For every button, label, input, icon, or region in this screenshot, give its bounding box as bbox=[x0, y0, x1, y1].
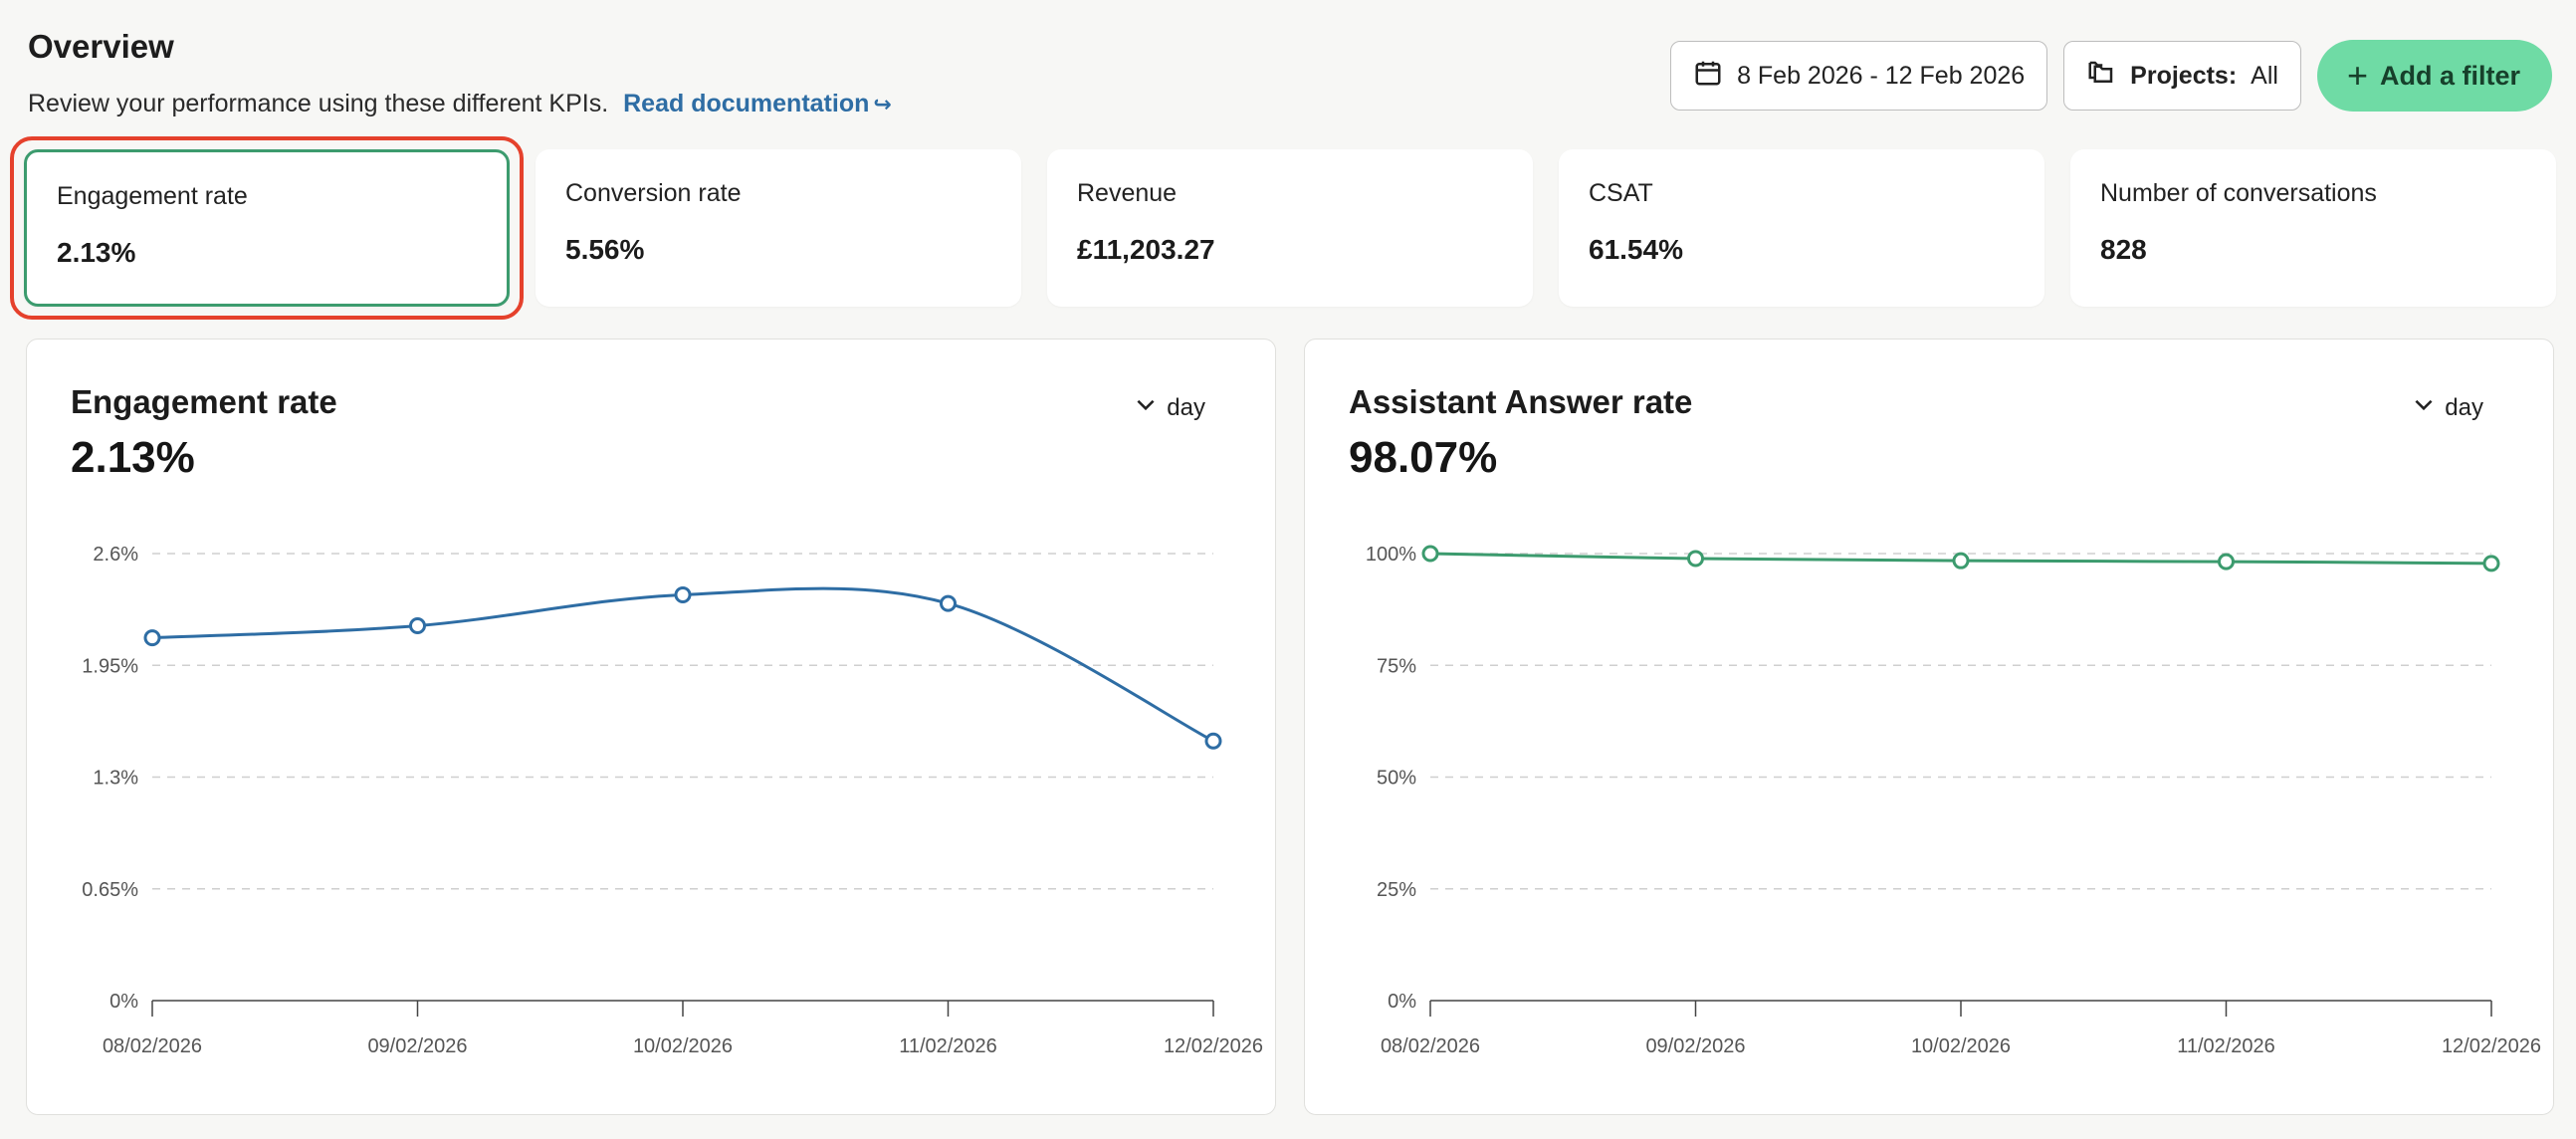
kpi-value: 61.54% bbox=[1589, 234, 1683, 265]
kpi-value: £11,203.27 bbox=[1077, 234, 1215, 265]
data-point[interactable] bbox=[143, 629, 161, 647]
x-tick-label: 08/02/2026 bbox=[1381, 1035, 1480, 1057]
y-tick-label: 2.6% bbox=[93, 544, 138, 566]
toolbar: 8 Feb 2026 - 12 Feb 2026 Projects: All +… bbox=[1670, 40, 2552, 112]
plus-icon: + bbox=[2346, 55, 2368, 96]
y-tick-label: 0% bbox=[109, 991, 138, 1013]
x-tick-label: 12/02/2026 bbox=[2442, 1035, 2541, 1057]
data-point[interactable] bbox=[1204, 732, 1222, 750]
folders-icon bbox=[2086, 58, 2116, 95]
kpi-label: CSAT bbox=[1589, 179, 1653, 207]
data-point[interactable] bbox=[674, 585, 692, 603]
granularity-label: day bbox=[1167, 393, 1205, 421]
assistant-answer-rate-chart: 0% 25% 50% 75% 100% 08/02/2026 09/02/2026 10/02… bbox=[1366, 544, 2541, 1057]
data-point[interactable] bbox=[940, 594, 957, 612]
x-tick-label: 10/02/2026 bbox=[633, 1035, 733, 1057]
projects-value: All bbox=[2251, 61, 2278, 90]
panel-value: 2.13% bbox=[71, 433, 195, 482]
y-tick-label: 100% bbox=[1366, 544, 1416, 566]
y-tick-label: 0% bbox=[1388, 991, 1416, 1013]
y-tick-label: 1.3% bbox=[93, 768, 138, 790]
y-tick-label: 0.65% bbox=[82, 879, 138, 901]
data-point[interactable] bbox=[1687, 550, 1704, 568]
x-tick-label: 11/02/2026 bbox=[899, 1035, 997, 1057]
date-range-button[interactable]: 8 Feb 2026 - 12 Feb 2026 bbox=[1670, 41, 2048, 111]
data-point[interactable] bbox=[1952, 552, 1970, 570]
page-header: Overview Review your performance using t… bbox=[28, 28, 892, 118]
projects-filter-button[interactable]: Projects: All bbox=[2063, 41, 2301, 111]
kpi-cards: Engagement rate 2.13% Conversion rate 5.… bbox=[10, 136, 2556, 320]
kpi-label: Conversion rate bbox=[565, 179, 742, 207]
kpi-card-engagement-rate[interactable]: Engagement rate 2.13% bbox=[24, 149, 510, 307]
x-tick-label: 09/02/2026 bbox=[367, 1035, 467, 1057]
share-arrow-icon: ↪ bbox=[873, 92, 892, 116]
x-tick-label: 08/02/2026 bbox=[103, 1035, 202, 1057]
add-filter-label: Add a filter bbox=[2379, 60, 2520, 91]
kpi-label: Revenue bbox=[1077, 179, 1178, 207]
kpi-card-revenue[interactable]: Revenue £11,203.27 bbox=[1047, 149, 1533, 307]
x-tick-label: 10/02/2026 bbox=[1911, 1035, 2011, 1057]
x-tick-label: 12/02/2026 bbox=[1164, 1035, 1263, 1057]
y-tick-label: 75% bbox=[1377, 655, 1416, 677]
chevron-down-icon bbox=[2411, 391, 2437, 424]
add-filter-button[interactable]: + Add a filter bbox=[2316, 40, 2552, 112]
page-title: Overview bbox=[28, 28, 174, 65]
panel-title: Engagement rate bbox=[71, 383, 337, 420]
kpi-value: 2.13% bbox=[57, 237, 136, 268]
granularity-dropdown[interactable]: day bbox=[1133, 391, 1205, 424]
page-subtitle: Review your performance using these diff… bbox=[28, 90, 892, 118]
granularity-label: day bbox=[2445, 393, 2483, 421]
date-range-label: 8 Feb 2026 - 12 Feb 2026 bbox=[1737, 61, 2026, 90]
x-tick-label: 09/02/2026 bbox=[1645, 1035, 1745, 1057]
kpi-value: 5.56% bbox=[565, 234, 645, 265]
kpi-card-conversion-rate[interactable]: Conversion rate 5.56% bbox=[536, 149, 1021, 307]
doc-link-label: Read documentation bbox=[623, 90, 870, 117]
data-point[interactable] bbox=[1421, 545, 1439, 563]
kpi-card-highlight: Engagement rate 2.13% bbox=[10, 136, 524, 320]
y-tick-label: 50% bbox=[1377, 768, 1416, 790]
data-point[interactable] bbox=[409, 617, 426, 635]
panel-value: 98.07% bbox=[1349, 433, 1498, 482]
kpi-label: Number of conversations bbox=[2100, 179, 2377, 207]
granularity-dropdown[interactable]: day bbox=[2411, 391, 2483, 424]
engagement-rate-chart: 0% 0.65% 1.3% 1.95% 2.6% 08/02/2026 09/02/2026… bbox=[82, 544, 1263, 1057]
subtitle-text: Review your performance using these diff… bbox=[28, 90, 609, 117]
data-point[interactable] bbox=[2218, 553, 2235, 570]
y-tick-label: 1.95% bbox=[82, 655, 138, 677]
panel-title: Assistant Answer rate bbox=[1349, 383, 1693, 420]
projects-label: Projects: bbox=[2130, 61, 2238, 90]
assistant-answer-rate-panel: Assistant Answer rate 98.07% day 0% 25% 50… bbox=[1304, 339, 2554, 1115]
y-tick-label: 25% bbox=[1377, 879, 1416, 901]
kpi-card-number-of-conversations[interactable]: Number of conversations 828 bbox=[2070, 149, 2556, 307]
chevron-down-icon bbox=[1133, 391, 1159, 424]
kpi-value: 828 bbox=[2100, 234, 2147, 265]
read-documentation-link[interactable]: Read documentation ↪ bbox=[623, 90, 892, 117]
calendar-icon bbox=[1693, 58, 1723, 95]
data-point[interactable] bbox=[2482, 555, 2500, 572]
kpi-card-csat[interactable]: CSAT 61.54% bbox=[1559, 149, 2044, 307]
kpi-label: Engagement rate bbox=[57, 182, 248, 210]
engagement-rate-panel: Engagement rate 2.13% day 0% 0.65% 1.3% 1.9… bbox=[26, 339, 1276, 1115]
x-tick-label: 11/02/2026 bbox=[2177, 1035, 2275, 1057]
